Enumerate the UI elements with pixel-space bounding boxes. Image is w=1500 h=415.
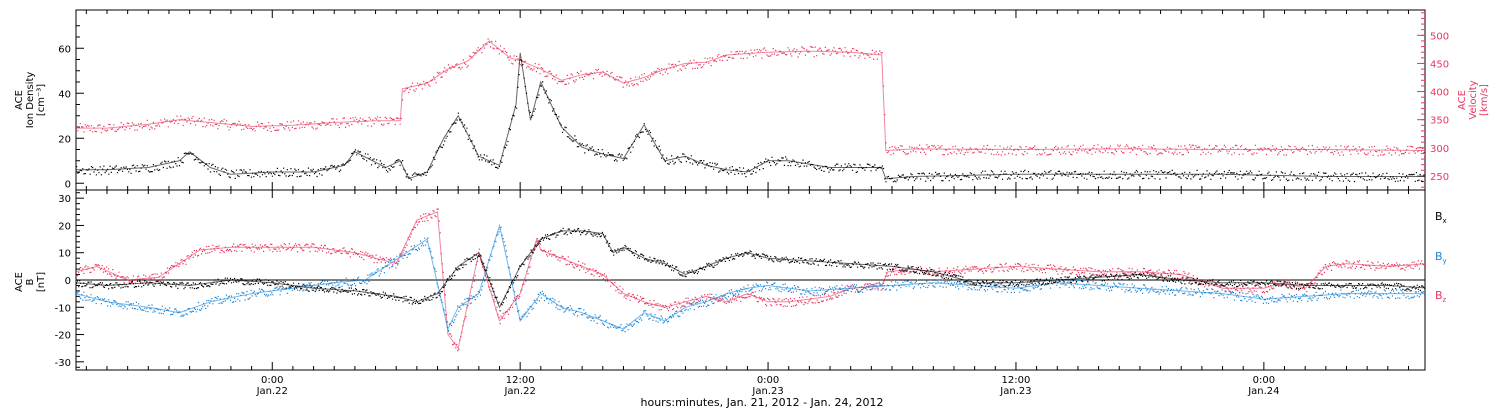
density-tick-label: 40 (58, 89, 71, 100)
density-axis-label: ACEIon Density[cm⁻³] (14, 72, 47, 129)
x-tick-time-label: 0:00 (757, 375, 779, 386)
field-axis-label-line: B (25, 278, 36, 285)
x-tick-date-label: Jan.22 (256, 386, 288, 397)
velocity-tick-label: 450 (1430, 59, 1449, 70)
field-tick-label: 20 (58, 221, 71, 232)
density-series-trace (76, 52, 1425, 180)
x-tick-date-label: Jan.23 (999, 386, 1031, 397)
density-axis-label-line: [cm⁻³] (36, 84, 47, 116)
legend-sub: y (1443, 257, 1447, 265)
velocity-series-points (76, 38, 1425, 157)
x-tick-time-label: 12:00 (506, 375, 535, 386)
legend-sub: x (1443, 217, 1447, 225)
velocity-tick-label: 300 (1430, 144, 1449, 155)
velocity-series-trace (76, 40, 1425, 152)
legend-bz: Bz (1435, 289, 1447, 304)
legend-bx: Bx (1435, 210, 1447, 225)
field-tick-label: -30 (55, 358, 71, 369)
legend-base: B (1435, 250, 1443, 263)
density-series-points (76, 59, 1425, 183)
legend-base: B (1435, 210, 1443, 223)
velocity-tick-label: 500 (1430, 31, 1449, 42)
field-tick-label: -20 (55, 331, 71, 342)
field-tick-label: 10 (58, 249, 71, 260)
density-tick-label: 60 (58, 44, 71, 55)
bx-series-trace (76, 230, 1425, 309)
velocity-axis-label-line: [km/s] (1479, 84, 1490, 116)
time-axis-labels: 0:00Jan.2212:00Jan.220:00Jan.2312:00Jan.… (85, 10, 1409, 397)
legend-base: B (1435, 289, 1443, 302)
field-tick-label: 0 (65, 276, 71, 287)
density-tick-label: 0 (65, 179, 71, 190)
velocity-series (76, 38, 1425, 157)
legend-by: By (1435, 250, 1447, 265)
top-panel-frame (75, 9, 1426, 191)
field-axis-label: ACEB[nT] (14, 272, 47, 292)
bz-series (76, 208, 1425, 352)
velocity-tick-label: 350 (1430, 116, 1449, 127)
x-tick-date-label: Jan.22 (503, 386, 535, 397)
legend-sub: z (1443, 296, 1447, 304)
x-tick-date-label: Jan.24 (1247, 386, 1279, 397)
field-axis-label-line: [nT] (36, 272, 47, 292)
velocity-tick-label: 250 (1430, 172, 1449, 183)
by-series (76, 223, 1425, 333)
bottom-data (76, 208, 1425, 352)
velocity-tick-label: 400 (1430, 88, 1449, 99)
field-tick-label: -10 (55, 303, 71, 314)
x-tick-date-label: Jan.23 (751, 386, 783, 397)
bx-series (76, 227, 1425, 312)
field-tick-label: 30 (58, 194, 71, 205)
field-axis-label-line: ACE (14, 272, 25, 292)
x-tick-time-label: 0:00 (1253, 375, 1275, 386)
x-axis-title: hours:minutes, Jan. 21, 2012 - Jan. 24, … (641, 396, 884, 409)
top-data (76, 38, 1425, 183)
density-axis-label-line: ACE (14, 90, 25, 110)
density-tick-label: 20 (58, 134, 71, 145)
velocity-axis-label-line: ACE (1457, 90, 1468, 110)
velocity-axis-label: ACEVelocity[km/s] (1457, 80, 1490, 119)
density-series (76, 52, 1425, 183)
density-axis-label-line: Ion Density (25, 72, 36, 129)
velocity-axis-label-line: Velocity (1468, 80, 1479, 119)
x-tick-time-label: 0:00 (261, 375, 283, 386)
x-tick-time-label: 12:00 (1002, 375, 1031, 386)
